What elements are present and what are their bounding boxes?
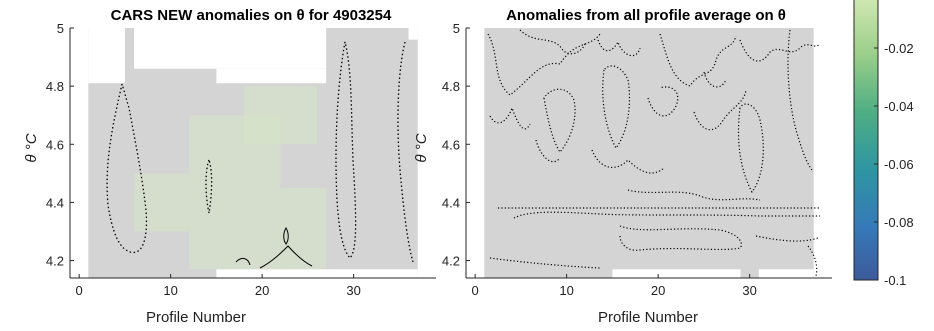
right-ylabel: θ °C (413, 133, 430, 162)
anomaly-patch (243, 86, 318, 145)
right-plot-area (484, 28, 814, 278)
colorbar-tick-label: -0.08 (884, 215, 914, 230)
colorbar-gradient (853, 0, 879, 281)
colorbar-ticks: -0.02 -0.04 -0.06 -0.08 -0.1 (874, 41, 914, 288)
left-panel: CARS NEW anomalies on θ for 4903254 0 10 2… (23, 7, 436, 326)
contour-line (283, 227, 289, 245)
missing-data-region (216, 269, 418, 278)
y-tick-label: 5 (453, 21, 460, 36)
y-tick-label: 4.2 (442, 254, 460, 269)
contour-line (106, 83, 148, 254)
x-tick-label: 20 (255, 283, 269, 298)
contour-line (787, 29, 813, 171)
contour-line (259, 245, 313, 269)
missing-data-region (134, 28, 327, 69)
missing-data-region (612, 269, 741, 278)
x-tick-label: 0 (472, 283, 479, 298)
contour-line (489, 257, 601, 269)
right-panel-title: Anomalies from all profile average on θ (506, 7, 786, 24)
contour-line (737, 103, 764, 194)
x-tick-label: 30 (742, 283, 756, 298)
contour-line (519, 29, 586, 55)
left-axes: 0 10 20 30 4.2 4.4 4.6 4.8 5 (46, 21, 436, 298)
x-tick-label: 0 (76, 283, 83, 298)
y-tick-label: 4.6 (442, 137, 460, 152)
left-panel-title: CARS NEW anomalies on θ for 4903254 (111, 7, 392, 24)
x-tick-label: 20 (651, 283, 665, 298)
contour-line (487, 33, 601, 96)
contour-line (619, 225, 742, 251)
anomaly-patch (134, 173, 189, 232)
data-field (484, 28, 814, 278)
contour-line (543, 88, 576, 154)
y-tick-label: 4.8 (442, 79, 460, 94)
contour-line (807, 245, 818, 277)
colorbar-tick-label: -0.06 (884, 157, 914, 172)
right-contours (487, 29, 821, 277)
contour-line (703, 71, 727, 88)
contour-line (513, 211, 820, 219)
left-plot-area (88, 28, 418, 278)
y-tick-label: 4.2 (46, 254, 64, 269)
y-tick-label: 4.4 (442, 195, 460, 210)
anomaly-patch (280, 187, 327, 270)
colorbar-tick-label: -0.02 (884, 41, 914, 56)
missing-data-region (758, 269, 814, 278)
right-axes: 0 10 20 30 4.2 4.4 4.6 4.8 5 (442, 21, 832, 298)
contour-line (535, 139, 561, 163)
right-xlabel: Profile Number (598, 309, 698, 326)
contour-line (597, 39, 641, 57)
contour-line (591, 149, 665, 174)
missing-data-region (216, 68, 327, 84)
contour-line (627, 189, 761, 201)
x-tick-label: 10 (163, 283, 177, 298)
contour-line (335, 41, 357, 259)
contour-line (647, 86, 679, 117)
colorbar: -0.02 -0.04 -0.06 -0.08 -0.1 (853, 0, 914, 288)
y-tick-label: 4.8 (46, 79, 64, 94)
colorbar-tick-label: -0.04 (884, 99, 914, 114)
contour-line (205, 158, 213, 214)
left-contours (106, 41, 414, 269)
missing-data-region (88, 28, 125, 84)
right-panel: Anomalies from all profile average on θ (413, 7, 832, 326)
y-tick-label: 4.6 (46, 137, 64, 152)
y-tick-label: 5 (57, 21, 64, 36)
contour-line (235, 257, 251, 266)
left-xlabel: Profile Number (146, 309, 246, 326)
contour-line (693, 89, 747, 131)
missing-data-region (408, 28, 418, 40)
left-ylabel: θ °C (23, 133, 40, 162)
contour-line (602, 65, 631, 150)
y-tick-label: 4.4 (46, 195, 64, 210)
contour-line (397, 41, 414, 263)
colorbar-tick-label: -0.1 (884, 273, 906, 288)
x-tick-label: 10 (559, 283, 573, 298)
x-tick-label: 30 (346, 283, 360, 298)
